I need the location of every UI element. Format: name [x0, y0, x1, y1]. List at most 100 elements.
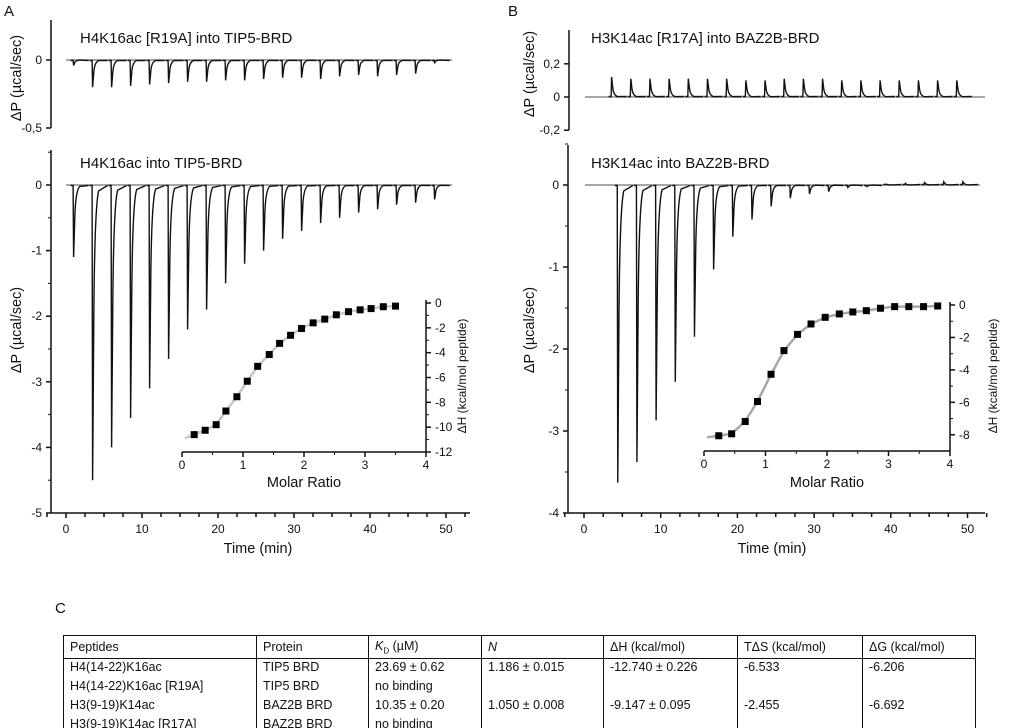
injection-peak-b-bottom — [864, 184, 883, 188]
injection-peak-a-top — [108, 59, 127, 88]
injection-peak-b-bottom — [806, 184, 825, 195]
injection-peak-a-bottom — [317, 184, 336, 224]
injection-peak-b-bottom — [614, 184, 634, 483]
data-point-a-inset — [265, 351, 273, 359]
injection-peak-a-top — [412, 59, 431, 74]
injection-peak-a-bottom — [70, 184, 89, 258]
injection-peak-a-top — [146, 59, 165, 85]
injection-peak-a-bottom — [146, 184, 165, 389]
table-cell: TIP5 BRD — [256, 678, 369, 697]
data-point-a-inset — [345, 308, 353, 316]
table-cell: TIP5 BRD — [256, 658, 369, 678]
data-point-a-inset — [332, 311, 340, 319]
data-point-a-inset — [367, 305, 375, 313]
y-tick-label-a-bottom: -5 — [31, 506, 42, 520]
y-tick-label-b-inset: 0 — [959, 298, 966, 312]
table-cell: -6.692 — [862, 697, 976, 716]
injection-peak-b-bottom — [672, 184, 691, 382]
table-cell — [862, 716, 976, 728]
injection-peak-b-bottom — [959, 179, 978, 186]
table-cell — [481, 716, 604, 728]
injection-peak-a-top — [374, 59, 393, 77]
data-point-b-inset — [780, 347, 788, 355]
x-tick-label-b-inset: 1 — [762, 457, 769, 471]
x-tick-label-b-bottom: 30 — [807, 522, 821, 536]
data-point-b-inset — [920, 303, 928, 311]
table-cell: BAZ2B BRD — [256, 716, 369, 728]
injection-peak-b-top — [685, 78, 704, 98]
data-point-b-inset — [741, 417, 749, 425]
injection-peak-a-bottom — [108, 184, 127, 448]
injection-peak-a-bottom — [89, 184, 108, 481]
injection-peak-a-top — [279, 59, 298, 78]
injection-peak-a-top — [89, 59, 108, 88]
kd-symbol: K — [375, 638, 384, 653]
table-cell — [737, 678, 863, 697]
injection-peak-b-bottom — [729, 184, 748, 237]
y-label-a-top: ΔP (µcal/sec) — [9, 35, 25, 121]
table-cell — [603, 678, 738, 697]
injection-peak-a-bottom — [298, 184, 317, 231]
injection-peak-b-top — [704, 78, 723, 98]
injection-peak-b-bottom — [844, 184, 863, 189]
panel-label-a: A — [4, 3, 14, 20]
injection-peak-a-bottom — [222, 184, 241, 284]
y-tick-label-a-inset: -12 — [435, 445, 453, 459]
injection-peak-a-top — [203, 59, 222, 82]
data-point-a-inset — [392, 302, 399, 310]
injection-peak-b-top — [819, 78, 838, 98]
injection-peak-b-bottom — [748, 184, 767, 220]
y-label-b-top: ΔP (µcal/sec) — [522, 31, 538, 117]
y-tick-label-b-inset: -6 — [959, 395, 970, 409]
data-point-b-inset — [835, 310, 843, 318]
table-row: H4(14-22)K16ac [R19A] TIP5 BRD no binding — [63, 678, 976, 697]
data-point-b-inset — [807, 320, 815, 328]
injection-peak-a-top — [393, 59, 412, 76]
y-tick-label-a-inset: -6 — [435, 371, 446, 385]
data-point-b-inset — [891, 303, 899, 311]
injection-peak-b-top — [627, 78, 646, 98]
data-point-a-inset — [190, 431, 198, 439]
data-point-a-inset — [243, 377, 251, 385]
table-cell: 1.050 ± 0.008 — [481, 697, 604, 716]
panel-label-b: B — [508, 3, 518, 20]
injection-peak-b-bottom — [921, 181, 940, 186]
y-tick-label-b-top: 0,2 — [543, 57, 560, 71]
data-point-b-inset — [877, 304, 885, 312]
y-tick-label-b-bottom: -2 — [548, 342, 559, 356]
table-cell: 1.186 ± 0.015 — [481, 658, 604, 678]
injection-peak-b-top — [608, 77, 627, 98]
x-tick-label-b-bottom: 0 — [581, 522, 588, 536]
table-cell: BAZ2B BRD — [256, 697, 369, 716]
injection-peak-a-bottom — [374, 184, 393, 210]
y-tick-label-a-top: 0 — [35, 53, 42, 67]
injection-peak-a-top — [127, 59, 146, 86]
panel-label-c: C — [55, 600, 66, 617]
data-point-b-inset — [934, 302, 942, 310]
injection-peak-b-top — [646, 78, 665, 98]
injection-peak-a-bottom — [127, 184, 146, 418]
col-kd: KD (µM) — [368, 635, 482, 659]
injection-peak-b-top — [896, 80, 915, 98]
injection-peak-a-bottom — [165, 184, 184, 359]
table-cell: -2.455 — [737, 697, 863, 716]
x-tick-label-a-inset: 4 — [423, 458, 430, 472]
y-tick-label-a-top: -0,5 — [21, 121, 42, 135]
col-n: N — [481, 635, 604, 659]
data-point-a-inset — [298, 324, 306, 332]
x-tick-label-b-inset: 2 — [824, 457, 831, 471]
x-tick-label-b-bottom: 10 — [654, 522, 668, 536]
y-tick-label-a-bottom: -4 — [31, 440, 42, 454]
table-cell: 10.35 ± 0.20 — [368, 697, 482, 716]
table-cell — [862, 678, 976, 697]
injection-peak-b-top — [877, 80, 896, 98]
data-point-a-inset — [276, 339, 284, 347]
x-tick-label-a-bottom: 40 — [363, 522, 377, 536]
data-point-a-inset — [356, 306, 364, 314]
y-label-b-inset: ΔH (kcal/mol peptide) — [986, 319, 1000, 434]
x-tick-label-a-bottom: 0 — [63, 522, 70, 536]
data-point-b-inset — [905, 303, 913, 311]
y-tick-label-a-bottom: -2 — [31, 309, 42, 323]
injection-peak-b-top — [953, 80, 972, 98]
injection-peak-b-top — [838, 80, 857, 98]
